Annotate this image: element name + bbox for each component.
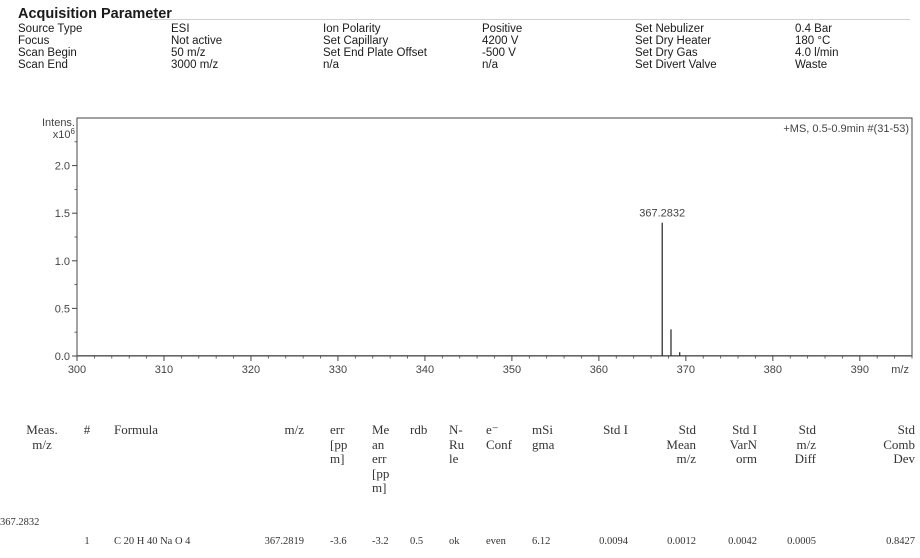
- column-header: Comb: [883, 436, 915, 452]
- x-tick-label: 360: [590, 364, 608, 376]
- param-value: Positive: [482, 23, 523, 35]
- mass-spectrum-chart: 300 310 320 330 340 350 360 370 380 390 0.0 0.5 1.0 1…: [0, 110, 920, 395]
- column-header: Std: [897, 422, 915, 437]
- table-cell: ok: [449, 536, 460, 547]
- param-label: Set Capillary: [323, 35, 389, 47]
- param-value: Not active: [171, 35, 223, 47]
- table-cell: 1: [84, 536, 90, 547]
- param-label: Focus: [18, 35, 50, 47]
- column-header: rdb: [410, 422, 428, 437]
- peak-label: 367.2832: [639, 208, 685, 220]
- column-header: Std I: [603, 422, 628, 437]
- column-header: m/z: [796, 436, 817, 452]
- column-header: an: [372, 436, 385, 452]
- table-cell: C 20 H 40 Na O 4: [114, 536, 191, 547]
- param-label: Set Divert Valve: [635, 59, 717, 71]
- column-header: Std I: [732, 422, 757, 437]
- param-value: 0.4 Bar: [795, 23, 833, 35]
- y-tick-label: 2.0: [55, 161, 70, 173]
- column-header: Ru: [449, 436, 465, 452]
- table-cell: 6.12: [532, 536, 551, 547]
- y-tick-label: 1.5: [55, 208, 70, 220]
- mass-spectrum-svg: 300 310 320 330 340 350 360 370 380 390 0.0 0.5 1.0 1…: [42, 117, 913, 376]
- acquisition-parameter-title: Acquisition Parameter: [18, 6, 172, 22]
- column-header: orm: [736, 451, 757, 466]
- param-value: Waste: [795, 59, 828, 71]
- param-label: Set End Plate Offset: [323, 47, 427, 59]
- column-header: Conf: [486, 436, 512, 452]
- param-value: n/a: [482, 59, 498, 71]
- column-header: #: [83, 422, 91, 437]
- column-header: Mean: [666, 436, 696, 452]
- column-header: err: [330, 422, 345, 437]
- table-cell: 0.0042: [728, 536, 757, 547]
- column-header: m]: [372, 480, 387, 495]
- table-cell: 367.2819: [264, 536, 304, 547]
- x-tick-label: 370: [677, 364, 695, 376]
- param-value: 3000 m/z: [171, 59, 219, 71]
- param-label: Source Type: [18, 23, 83, 35]
- column-header: le: [449, 451, 459, 466]
- y-tick-label: 0.0: [55, 351, 70, 363]
- chart-title: +MS, 0.5-0.9min #(31-53): [783, 123, 909, 135]
- param-value: 4.0 l/min: [795, 47, 839, 59]
- x-tick-label: 310: [155, 364, 173, 376]
- x-tick-label: 320: [242, 364, 260, 376]
- column-header: Std: [678, 422, 696, 437]
- x-tick-label: 350: [503, 364, 521, 376]
- param-value: ESI: [171, 23, 190, 35]
- table-cell: -3.2: [372, 536, 389, 547]
- param-label: Scan End: [18, 59, 68, 71]
- param-value: 180 °C: [795, 35, 831, 47]
- column-header: m/z: [284, 422, 305, 437]
- column-header: [pp: [372, 465, 390, 481]
- table-cell: 0.0094: [599, 536, 628, 547]
- param-label: Scan Begin: [18, 47, 77, 59]
- column-header: [pp: [330, 436, 348, 452]
- param-value: -500 V: [482, 47, 516, 59]
- column-header: m]: [330, 451, 345, 466]
- param-label: n/a: [323, 59, 339, 71]
- x-tick-label: 330: [329, 364, 347, 376]
- table-cell: 0.0005: [787, 536, 816, 547]
- column-header: Std: [798, 422, 816, 437]
- column-header: Me: [372, 422, 390, 437]
- column-header: VarN: [729, 436, 757, 452]
- x-tick-label: 390: [851, 364, 869, 376]
- x-axis-label: m/z: [891, 364, 909, 376]
- param-label: Set Dry Gas: [635, 47, 698, 59]
- column-header: mSi: [532, 422, 553, 437]
- column-header: N-: [449, 422, 463, 437]
- column-header: Formula: [114, 422, 159, 437]
- x-tick-label: 340: [416, 364, 434, 376]
- param-value: 50 m/z: [171, 47, 206, 59]
- table-cell: 0.0012: [667, 536, 696, 547]
- column-header: Dev: [893, 451, 915, 466]
- table-cell: 0.5: [410, 536, 424, 547]
- table-cell: even: [486, 536, 506, 547]
- table-cell: -3.6: [330, 536, 347, 547]
- table-cell: 0.8427: [886, 536, 915, 547]
- x-tick-label: 380: [764, 364, 782, 376]
- column-header: gma: [532, 436, 555, 452]
- column-header: err: [372, 451, 387, 466]
- param-label: Ion Polarity: [323, 23, 381, 35]
- header-divider: [150, 19, 910, 20]
- y-tick-label: 1.0: [55, 256, 70, 268]
- y-axis-scale-label: x106: [53, 127, 76, 142]
- plot-frame: [76, 117, 913, 357]
- column-header: Meas.: [26, 422, 58, 437]
- y-axis-label: Intens.: [42, 117, 75, 129]
- y-tick-label: 0.5: [55, 303, 70, 315]
- column-header: m/z: [32, 436, 52, 452]
- param-value: 4200 V: [482, 35, 519, 47]
- measured-mz-value: 367.2832: [0, 517, 40, 528]
- column-header: e⁻: [486, 422, 499, 437]
- param-label: Set Nebulizer: [635, 23, 705, 35]
- x-tick-label: 300: [68, 364, 86, 376]
- column-header: Diff: [794, 451, 816, 466]
- param-label: Set Dry Heater: [635, 35, 712, 47]
- column-header: m/z: [676, 451, 697, 466]
